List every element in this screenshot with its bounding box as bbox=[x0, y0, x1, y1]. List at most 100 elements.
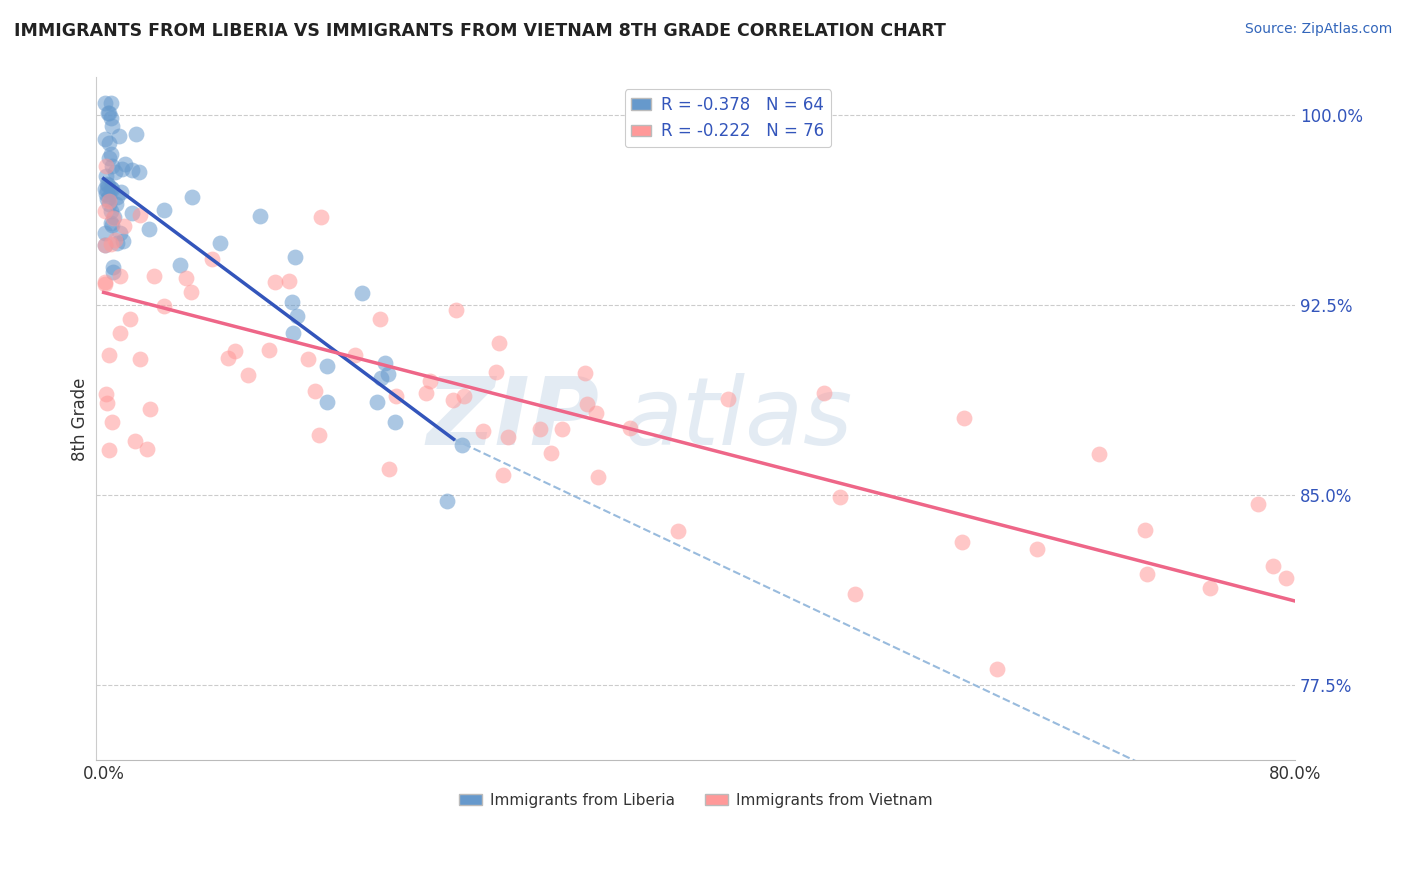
Point bbox=[436, 493, 458, 508]
Point bbox=[138, 222, 160, 236]
Point bbox=[368, 312, 391, 326]
Point bbox=[96, 187, 118, 202]
Point bbox=[112, 234, 135, 248]
Point bbox=[830, 490, 852, 504]
Text: ZIP: ZIP bbox=[427, 373, 600, 465]
Point bbox=[249, 209, 271, 223]
Point bbox=[101, 182, 124, 196]
Point bbox=[585, 406, 607, 420]
Point bbox=[666, 524, 689, 538]
Point bbox=[385, 389, 408, 403]
Text: IMMIGRANTS FROM LIBERIA VS IMMIGRANTS FROM VIETNAM 8TH GRADE CORRELATION CHART: IMMIGRANTS FROM LIBERIA VS IMMIGRANTS FR… bbox=[14, 22, 946, 40]
Point bbox=[378, 461, 401, 475]
Point bbox=[110, 185, 132, 199]
Point bbox=[98, 151, 121, 165]
Point bbox=[453, 389, 475, 403]
Point bbox=[97, 106, 120, 120]
Point bbox=[97, 178, 120, 193]
Point bbox=[98, 442, 121, 457]
Point bbox=[366, 395, 388, 409]
Point bbox=[94, 227, 117, 241]
Point bbox=[281, 294, 304, 309]
Point bbox=[370, 370, 392, 384]
Point bbox=[135, 442, 157, 456]
Point bbox=[1263, 559, 1285, 574]
Point bbox=[105, 236, 128, 251]
Point bbox=[108, 326, 131, 340]
Point bbox=[201, 252, 224, 266]
Point bbox=[304, 384, 326, 398]
Point bbox=[121, 163, 143, 178]
Point bbox=[108, 128, 131, 143]
Point bbox=[377, 368, 399, 382]
Text: atlas: atlas bbox=[624, 374, 852, 465]
Point bbox=[311, 210, 333, 224]
Point bbox=[1088, 447, 1111, 461]
Point bbox=[103, 164, 125, 178]
Point bbox=[415, 386, 437, 401]
Text: Source: ZipAtlas.com: Source: ZipAtlas.com bbox=[1244, 22, 1392, 37]
Point bbox=[529, 422, 551, 436]
Point bbox=[108, 226, 131, 240]
Point bbox=[94, 159, 117, 173]
Point bbox=[217, 351, 239, 366]
Point bbox=[100, 95, 122, 110]
Point bbox=[315, 359, 337, 374]
Point bbox=[94, 95, 117, 110]
Point bbox=[813, 385, 835, 400]
Point bbox=[100, 181, 122, 195]
Point bbox=[143, 269, 166, 284]
Point bbox=[181, 189, 204, 203]
Point bbox=[96, 396, 118, 410]
Point bbox=[588, 470, 610, 484]
Point bbox=[540, 446, 562, 460]
Point bbox=[98, 348, 121, 362]
Point bbox=[124, 434, 146, 449]
Point bbox=[124, 127, 146, 141]
Point bbox=[94, 277, 117, 291]
Point bbox=[236, 368, 259, 382]
Point bbox=[284, 250, 307, 264]
Point bbox=[100, 112, 122, 126]
Point bbox=[100, 217, 122, 231]
Point bbox=[444, 303, 467, 318]
Point bbox=[98, 106, 121, 120]
Point bbox=[174, 270, 197, 285]
Point bbox=[180, 285, 202, 300]
Y-axis label: 8th Grade: 8th Grade bbox=[72, 377, 89, 460]
Point bbox=[96, 386, 118, 401]
Point bbox=[208, 236, 231, 251]
Point bbox=[492, 468, 515, 483]
Point bbox=[344, 348, 367, 362]
Point bbox=[103, 210, 125, 224]
Point bbox=[94, 237, 117, 252]
Point bbox=[619, 421, 641, 435]
Point bbox=[114, 157, 136, 171]
Point bbox=[1274, 571, 1296, 585]
Point bbox=[169, 258, 191, 272]
Point bbox=[112, 219, 135, 234]
Point bbox=[110, 268, 132, 283]
Point bbox=[451, 438, 474, 452]
Point bbox=[285, 309, 308, 323]
Point bbox=[297, 351, 319, 366]
Point bbox=[101, 159, 124, 173]
Point bbox=[111, 162, 134, 177]
Point bbox=[100, 204, 122, 219]
Point bbox=[101, 219, 124, 233]
Point bbox=[139, 401, 162, 416]
Point bbox=[100, 147, 122, 161]
Point bbox=[101, 260, 124, 274]
Point bbox=[844, 587, 866, 601]
Point bbox=[1198, 581, 1220, 595]
Point bbox=[96, 177, 118, 191]
Point bbox=[498, 430, 520, 444]
Point bbox=[96, 192, 118, 206]
Point bbox=[128, 165, 150, 179]
Point bbox=[103, 211, 125, 225]
Point bbox=[94, 238, 117, 252]
Point bbox=[94, 203, 117, 218]
Point bbox=[104, 233, 127, 247]
Point bbox=[953, 411, 976, 425]
Point bbox=[278, 274, 301, 288]
